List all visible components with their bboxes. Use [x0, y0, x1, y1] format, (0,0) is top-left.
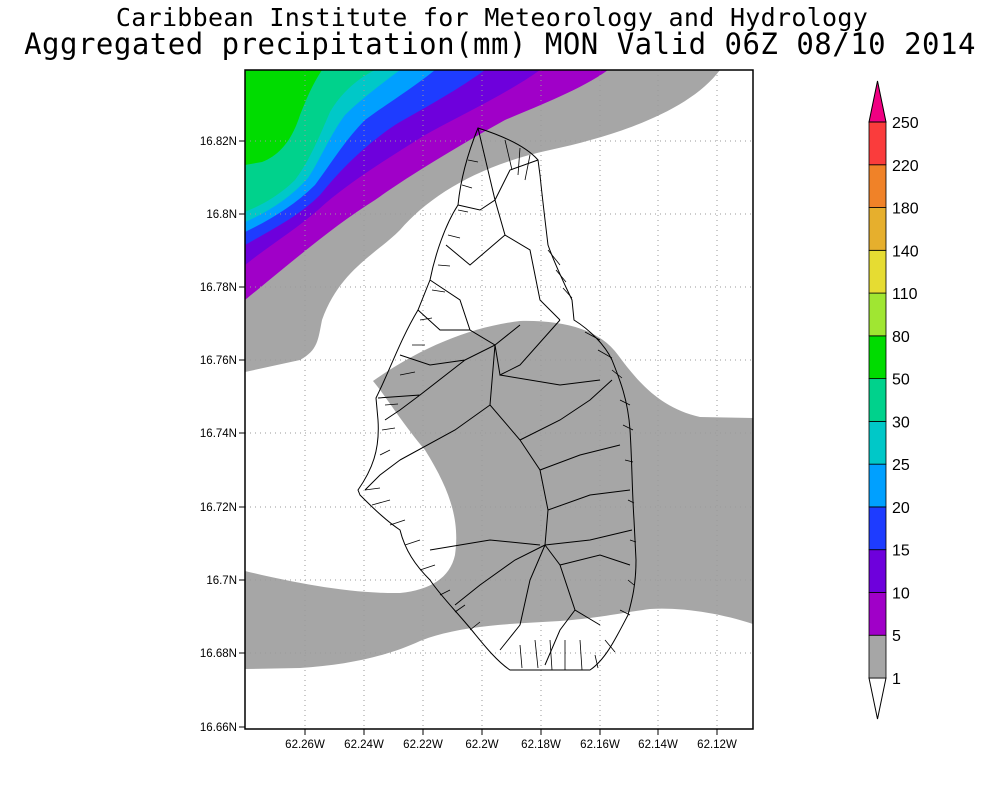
- colorbar-segment: [868, 634, 887, 679]
- colorbar-segment: [868, 335, 887, 380]
- title-product: Aggregated precipitation(mm) MON Valid 0…: [24, 27, 976, 61]
- watershed-lines: [364, 127, 633, 666]
- y-tick-label: 16.78N: [200, 282, 237, 294]
- plot-frame: [244, 69, 754, 730]
- colorbar-segment: [868, 549, 887, 593]
- colorbar-level-label: 50: [892, 372, 910, 389]
- island-outline: [357, 127, 637, 671]
- y-tick-label: 16.76N: [200, 355, 237, 367]
- colorbar-segment: [868, 463, 887, 508]
- y-tick-labels: 16.82N 16.8N 16.78N 16.76N 16.74N 16.72N…: [200, 136, 237, 734]
- x-tick-label: 62.14W: [638, 739, 678, 751]
- colorbar-segment: [868, 592, 887, 636]
- colorbar-segment: [868, 121, 887, 166]
- title-institute: Caribbean Institute for Meteorology and …: [115, 3, 869, 32]
- colorbar-level-label: 220: [892, 158, 919, 175]
- colorbar-level-label: 10: [892, 585, 910, 602]
- x-tick-labels: 62.26W 62.24W 62.22W 62.2W 62.18W 62.16W…: [285, 739, 737, 751]
- colorbar-level-label: 1: [892, 671, 901, 688]
- x-axis: [304, 729, 718, 735]
- x-tick-label: 62.12W: [697, 739, 737, 751]
- colorbar-level-label: 20: [892, 500, 910, 517]
- y-tick-label: 16.82N: [200, 136, 237, 148]
- colorbar-segment: [868, 249, 887, 294]
- colorbar-over-triangle: [868, 80, 887, 123]
- x-tick-label: 62.18W: [521, 739, 561, 751]
- y-tick-label: 16.68N: [200, 648, 237, 660]
- y-axis: [239, 140, 245, 728]
- colorbar-level-label: 250: [892, 115, 919, 132]
- colorbar-under-triangle: [868, 677, 887, 720]
- colorbar-level-label: 140: [892, 243, 919, 260]
- colorbar-segment: [868, 292, 887, 337]
- colorbar-level-label: 15: [892, 543, 910, 560]
- colorbar-segment: [868, 506, 887, 551]
- x-tick-label: 62.2W: [465, 739, 498, 751]
- colorbar-level-label: 80: [892, 329, 910, 346]
- x-tick-label: 62.26W: [285, 739, 325, 751]
- colorbar-level-label: 180: [892, 201, 919, 218]
- colorbar-level-label: 5: [892, 628, 901, 645]
- colorbar-level-label: 25: [892, 457, 910, 474]
- precipitation-field: [245, 70, 753, 729]
- y-tick-label: 16.8N: [206, 209, 237, 221]
- colorbar-level-label: 110: [892, 286, 918, 303]
- colorbar-segment: [868, 420, 887, 465]
- colorbar-segment: [868, 207, 887, 251]
- coastal-catchments: [364, 139, 637, 671]
- band-50-80mm: [245, 70, 322, 165]
- colorbar-level-label: 30: [892, 414, 910, 431]
- y-tick-label: 16.72N: [200, 502, 237, 514]
- colorbar-segment: [868, 378, 887, 422]
- y-tick-label: 16.74N: [200, 428, 237, 440]
- y-tick-label: 16.7N: [206, 575, 237, 587]
- x-tick-label: 62.24W: [344, 739, 384, 751]
- y-tick-label: 16.66N: [200, 722, 237, 734]
- x-tick-label: 62.22W: [403, 739, 443, 751]
- band-1-5mm-central: [245, 320, 753, 669]
- island-watersheds: [357, 127, 637, 671]
- x-tick-label: 62.16W: [580, 739, 620, 751]
- colorbar-segment: [868, 164, 887, 208]
